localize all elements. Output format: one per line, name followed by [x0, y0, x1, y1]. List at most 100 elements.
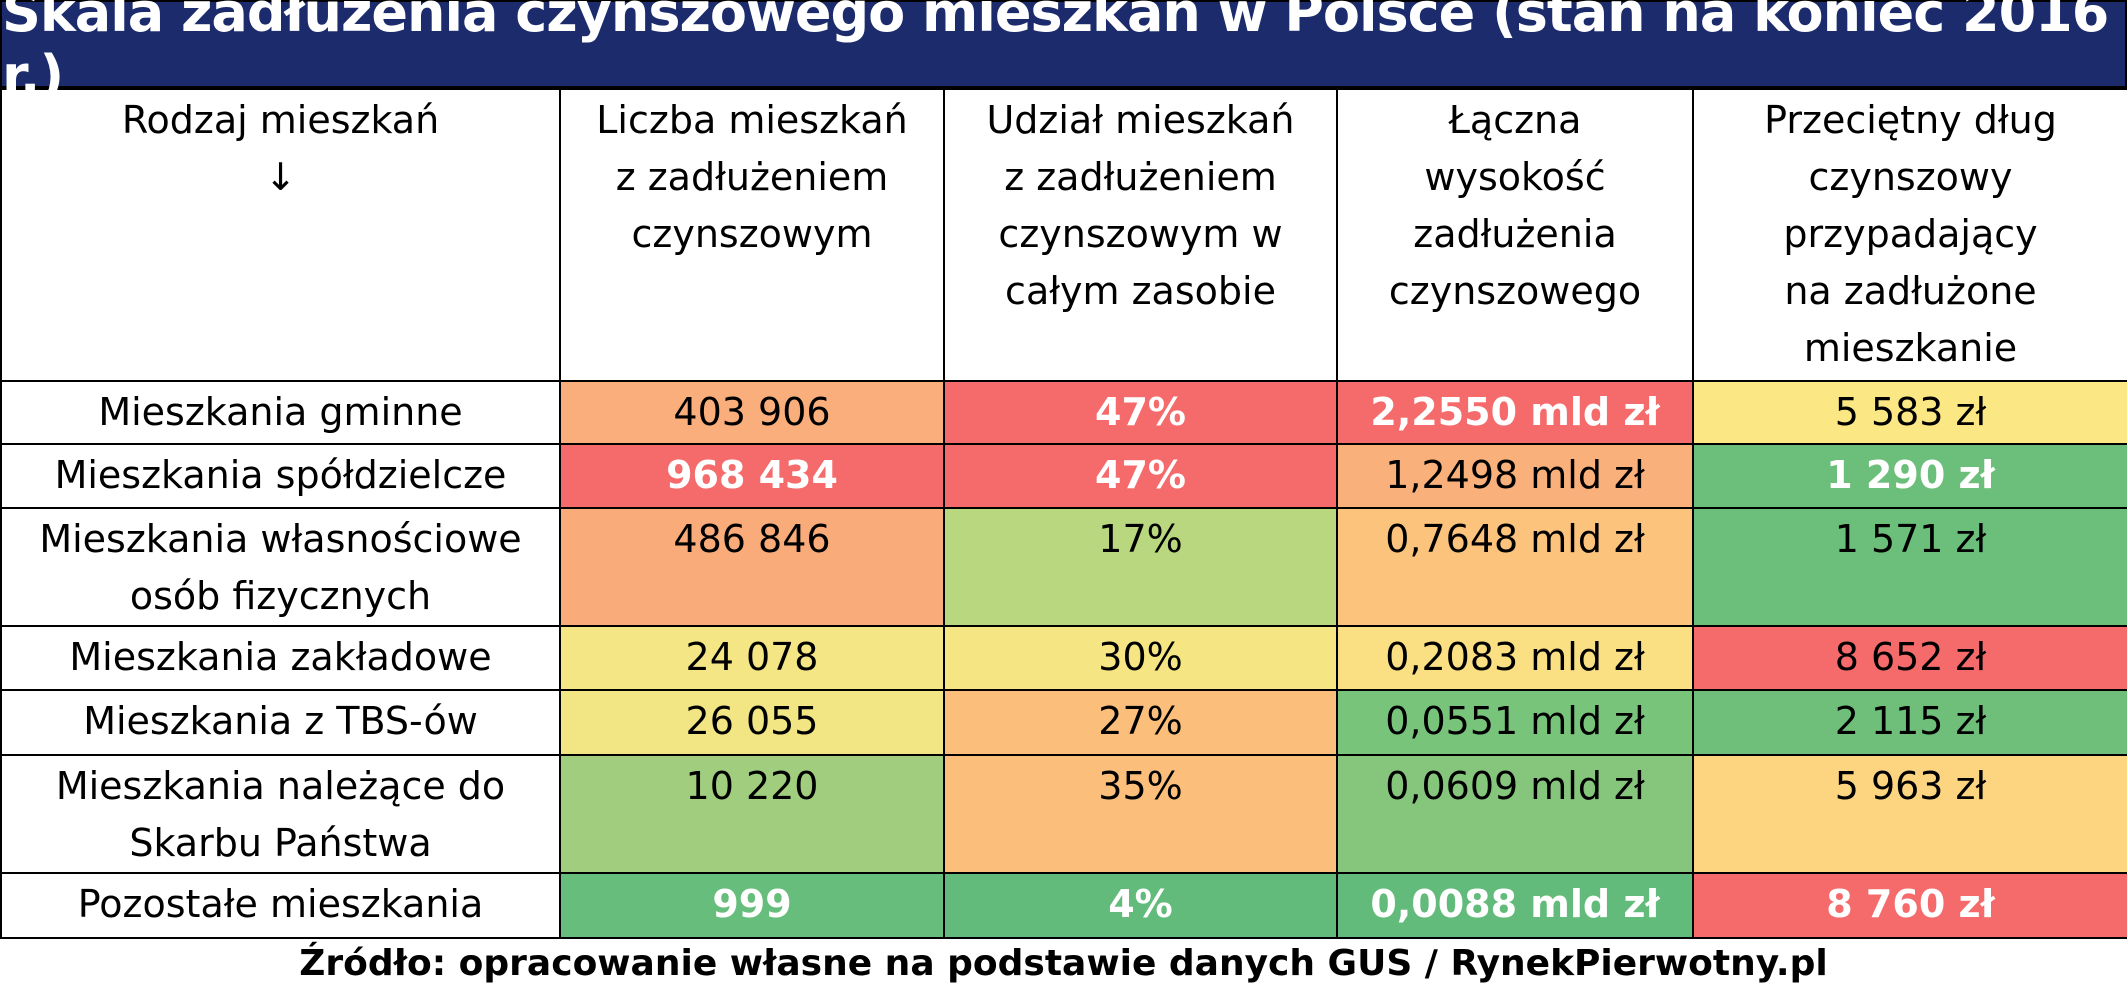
- value-text: 30%: [1098, 635, 1183, 679]
- value-cell: 1 290 zł: [1692, 443, 2127, 509]
- row-label: Mieszkania gminne: [0, 380, 561, 445]
- value-cell: 10 220: [559, 754, 945, 874]
- value-text: 10 220: [685, 764, 819, 808]
- header-line: Przeciętny dług: [1764, 98, 2057, 142]
- value-text: 0,0609 mld zł: [1385, 764, 1645, 808]
- row-label: Mieszkania należące do Skarbu Państwa: [0, 754, 561, 874]
- value-cell: 0,2083 mld zł: [1336, 625, 1694, 691]
- value-cell: 5 963 zł: [1692, 754, 2127, 874]
- header-line: całym zasobie: [1005, 269, 1276, 313]
- value-cell: 2,2550 mld zł: [1336, 380, 1694, 445]
- header-line: Rodzaj mieszkań: [121, 98, 440, 142]
- value-cell: 47%: [943, 380, 1338, 445]
- value-text: 8 760 zł: [1826, 882, 1995, 926]
- data-row: Mieszkania zakładowe 24 078 30% 0,2083 mld …: [0, 625, 2127, 691]
- header-line: czynszowego: [1388, 269, 1642, 313]
- row-label-line: Mieszkania gminne: [98, 390, 463, 434]
- header-line: z zadłużeniem: [615, 155, 889, 199]
- data-row: Mieszkania gminne 403 906 47% 2,2550 mld zł…: [0, 380, 2127, 445]
- value-text: 8 652 zł: [1834, 635, 1987, 679]
- value-cell: 486 846: [559, 507, 945, 627]
- value-cell: 24 078: [559, 625, 945, 691]
- value-text: 26 055: [685, 699, 819, 743]
- debt-table: Rodzaj mieszkań ↓ Liczba mieszkań z zadłuże…: [0, 88, 2127, 939]
- value-cell: 968 434: [559, 443, 945, 509]
- value-text: 999: [712, 882, 792, 926]
- value-text: 1 290 zł: [1826, 453, 1995, 497]
- row-label: Mieszkania spółdzielcze: [0, 443, 561, 509]
- header-cell: Liczba mieszkań z zadłużeniem czynszowym: [559, 88, 945, 382]
- header-line: przypadający: [1783, 212, 2038, 256]
- value-text: 17%: [1098, 517, 1183, 561]
- row-label: Pozostałe mieszkania: [0, 872, 561, 939]
- data-row: Pozostałe mieszkania 999 4% 0,0088 mld zł 8 …: [0, 872, 2127, 939]
- header-line: zadłużenia: [1413, 212, 1617, 256]
- value-text: 0,2083 mld zł: [1385, 635, 1645, 679]
- header-line: czynszowym w: [998, 212, 1283, 256]
- data-row: Mieszkania z TBS-ów 26 055 27% 0,0551 mld z…: [0, 689, 2127, 756]
- row-label-line: Mieszkania z TBS-ów: [83, 699, 478, 743]
- row-label-line: Pozostałe mieszkania: [77, 882, 484, 926]
- row-label-line: Mieszkania spółdzielcze: [54, 453, 507, 497]
- row-label-line: Skarbu Państwa: [129, 821, 432, 865]
- value-text: 5 963 zł: [1834, 764, 1987, 808]
- value-cell: 27%: [943, 689, 1338, 756]
- value-text: 2 115 zł: [1834, 699, 1987, 743]
- data-row: Mieszkania spółdzielcze 968 434 47% 1,2498 …: [0, 443, 2127, 509]
- value-text: 968 434: [666, 453, 838, 497]
- value-text: 24 078: [685, 635, 819, 679]
- value-text: 0,7648 mld zł: [1385, 517, 1645, 561]
- row-label: Mieszkania własnościowe osób fizycznych: [0, 507, 561, 627]
- data-row: Mieszkania własnościowe osób fizycznych 48…: [0, 507, 2127, 627]
- value-cell: 0,0088 mld zł: [1336, 872, 1694, 939]
- value-cell: 47%: [943, 443, 1338, 509]
- value-text: 27%: [1098, 699, 1183, 743]
- value-cell: 8 760 zł: [1692, 872, 2127, 939]
- value-text: 1 571 zł: [1834, 517, 1987, 561]
- source-note: Źródło: opracowanie własne na podstawie …: [299, 943, 1828, 984]
- value-cell: 30%: [943, 625, 1338, 691]
- row-label-line: Mieszkania własnościowe: [39, 517, 522, 561]
- value-cell: 0,0551 mld zł: [1336, 689, 1694, 756]
- value-text: 2,2550 mld zł: [1370, 390, 1660, 434]
- header-line: czynszowym: [631, 212, 873, 256]
- header-line: Udział mieszkań: [986, 98, 1295, 142]
- header-line: wysokość: [1424, 155, 1606, 199]
- header-line: Liczba mieszkań: [596, 98, 908, 142]
- header-line: czynszowy: [1808, 155, 2013, 199]
- value-cell: 403 906: [559, 380, 945, 445]
- row-label: Mieszkania zakładowe: [0, 625, 561, 691]
- data-row: Mieszkania należące do Skarbu Państwa 10 2…: [0, 754, 2127, 874]
- header-cell: Rodzaj mieszkań ↓: [0, 88, 561, 382]
- header-line: Łączna: [1448, 98, 1582, 142]
- value-cell: 0,0609 mld zł: [1336, 754, 1694, 874]
- value-cell: 8 652 zł: [1692, 625, 2127, 691]
- value-text: 403 906: [673, 390, 831, 434]
- value-cell: 4%: [943, 872, 1338, 939]
- row-label-line: Mieszkania zakładowe: [69, 635, 492, 679]
- title: Skala zadłużenia czynszowego mieszkań w …: [0, 0, 2127, 107]
- row-label-line: osób fizycznych: [129, 574, 432, 618]
- value-text: 4%: [1108, 882, 1173, 926]
- value-cell: 5 583 zł: [1692, 380, 2127, 445]
- value-cell: 2 115 zł: [1692, 689, 2127, 756]
- header-cell: Udział mieszkań z zadłużeniem czynszowym w…: [943, 88, 1338, 382]
- header-line: mieszkanie: [1803, 326, 2018, 370]
- value-cell: 35%: [943, 754, 1338, 874]
- value-text: 486 846: [673, 517, 831, 561]
- value-cell: 26 055: [559, 689, 945, 756]
- header-line: ↓: [264, 155, 297, 199]
- header-cell: Łączna wysokość zadłużenia czynszowego: [1336, 88, 1694, 382]
- row-label-line: Mieszkania należące do: [55, 764, 506, 808]
- value-cell: 17%: [943, 507, 1338, 627]
- header-line: na zadłużone: [1784, 269, 2037, 313]
- value-text: 1,2498 mld zł: [1385, 453, 1645, 497]
- header-line: z zadłużeniem: [1004, 155, 1277, 199]
- header-cell: Przeciętny dług czynszowy przypadający na z…: [1692, 88, 2127, 382]
- value-text: 47%: [1095, 453, 1186, 497]
- value-cell: 1,2498 mld zł: [1336, 443, 1694, 509]
- value-cell: 999: [559, 872, 945, 939]
- value-cell: 1 571 zł: [1692, 507, 2127, 627]
- value-cell: 0,7648 mld zł: [1336, 507, 1694, 627]
